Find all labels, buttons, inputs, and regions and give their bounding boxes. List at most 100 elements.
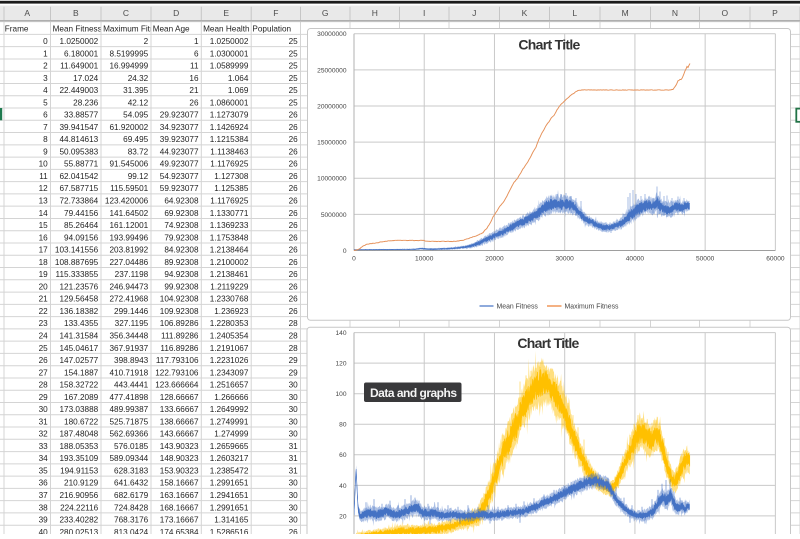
svg-text:15: 15 [39, 221, 49, 230]
svg-text:108.887695: 108.887695 [55, 258, 99, 267]
svg-text:174.65384: 174.65384 [160, 528, 199, 534]
svg-text:72.733864: 72.733864 [59, 197, 98, 206]
svg-text:Mean Age: Mean Age [153, 25, 190, 34]
svg-text:1: 1 [194, 37, 199, 46]
svg-text:54.923077: 54.923077 [160, 172, 199, 181]
svg-text:26: 26 [289, 172, 299, 181]
svg-text:B: B [73, 8, 79, 18]
svg-text:168.16667: 168.16667 [160, 503, 199, 512]
svg-text:23: 23 [39, 319, 49, 328]
svg-text:1.2330768: 1.2330768 [210, 295, 249, 304]
svg-text:64.92308: 64.92308 [164, 197, 199, 206]
svg-text:106.89286: 106.89286 [160, 319, 199, 328]
svg-text:29: 29 [289, 368, 299, 377]
svg-text:116.89286: 116.89286 [160, 344, 199, 353]
svg-text:1.2138461: 1.2138461 [210, 270, 249, 279]
svg-text:19: 19 [39, 270, 49, 279]
svg-text:1.0250002: 1.0250002 [210, 37, 249, 46]
svg-text:26: 26 [289, 270, 299, 279]
svg-text:158.32722: 158.32722 [59, 381, 98, 390]
svg-text:1.314165: 1.314165 [214, 516, 249, 525]
svg-text:Chart Title: Chart Title [517, 335, 579, 351]
svg-text:246.94473: 246.94473 [109, 282, 148, 291]
svg-text:30: 30 [289, 491, 299, 500]
svg-text:26: 26 [39, 356, 49, 365]
svg-text:Mean Fitness: Mean Fitness [53, 25, 102, 34]
svg-text:20000: 20000 [485, 255, 504, 262]
svg-text:26: 26 [189, 98, 199, 107]
svg-text:224.22116: 224.22116 [60, 503, 99, 512]
svg-text:A: A [24, 8, 30, 18]
svg-text:Population: Population [252, 25, 291, 34]
svg-text:682.6179: 682.6179 [114, 491, 149, 500]
svg-text:1.2649992: 1.2649992 [210, 405, 249, 414]
svg-text:25: 25 [289, 62, 299, 71]
svg-text:31: 31 [289, 454, 299, 463]
svg-text:26: 26 [289, 295, 299, 304]
svg-text:768.3176: 768.3176 [114, 516, 149, 525]
svg-text:1.2280353: 1.2280353 [210, 319, 249, 328]
svg-text:356.34448: 356.34448 [109, 332, 148, 341]
svg-text:1.2191067: 1.2191067 [210, 344, 249, 353]
svg-text:C: C [123, 8, 129, 18]
svg-text:1.2385472: 1.2385472 [210, 466, 249, 475]
svg-text:30: 30 [289, 393, 299, 402]
svg-text:39.941547: 39.941547 [59, 123, 98, 132]
svg-text:128.66667: 128.66667 [160, 393, 199, 402]
svg-text:Mean Fitness: Mean Fitness [497, 303, 539, 310]
svg-text:34: 34 [39, 454, 49, 463]
svg-text:60000: 60000 [766, 255, 785, 262]
svg-text:26: 26 [289, 197, 299, 206]
svg-text:16.994999: 16.994999 [109, 62, 148, 71]
svg-text:161.12001: 161.12001 [109, 221, 148, 230]
svg-text:138.66667: 138.66667 [160, 417, 199, 426]
svg-text:30000: 30000 [556, 255, 575, 262]
svg-text:25: 25 [289, 86, 299, 95]
svg-text:173.16667: 173.16667 [160, 516, 199, 525]
svg-text:8: 8 [43, 135, 48, 144]
svg-text:6.180001: 6.180001 [64, 49, 99, 58]
svg-text:136.18382: 136.18382 [59, 307, 98, 316]
svg-text:18: 18 [39, 258, 49, 267]
svg-text:1.2138464: 1.2138464 [210, 246, 249, 255]
svg-text:117.793106: 117.793106 [156, 356, 199, 365]
svg-text:188.05353: 188.05353 [59, 442, 98, 451]
svg-text:11: 11 [39, 172, 48, 181]
svg-text:1.2603217: 1.2603217 [210, 454, 249, 463]
svg-text:28: 28 [289, 319, 299, 328]
svg-text:1.266666: 1.266666 [214, 393, 249, 402]
svg-text:26: 26 [289, 123, 299, 132]
svg-text:16: 16 [39, 233, 49, 242]
svg-text:44.814613: 44.814613 [59, 135, 98, 144]
svg-text:143.90323: 143.90323 [160, 442, 199, 451]
svg-text:26: 26 [289, 221, 299, 230]
svg-text:94.09156: 94.09156 [64, 233, 99, 242]
svg-text:26: 26 [289, 147, 299, 156]
svg-text:193.99496: 193.99496 [109, 233, 148, 242]
svg-text:5000000: 5000000 [321, 212, 347, 219]
svg-text:210.9129: 210.9129 [64, 479, 99, 488]
svg-text:30: 30 [289, 417, 299, 426]
svg-text:299.1446: 299.1446 [114, 307, 149, 316]
svg-text:80: 80 [339, 422, 347, 429]
svg-text:1.2516657: 1.2516657 [210, 381, 249, 390]
svg-text:26: 26 [289, 209, 299, 218]
svg-text:83.72: 83.72 [128, 147, 149, 156]
svg-text:61.920002: 61.920002 [109, 123, 148, 132]
svg-text:233.40282: 233.40282 [59, 516, 98, 525]
svg-text:30: 30 [39, 405, 49, 414]
svg-text:67.587715: 67.587715 [59, 184, 98, 193]
svg-text:33: 33 [39, 442, 49, 451]
svg-text:36: 36 [39, 479, 49, 488]
svg-text:641.6432: 641.6432 [114, 479, 149, 488]
svg-text:0: 0 [352, 255, 356, 262]
svg-text:22: 22 [39, 307, 49, 316]
svg-text:26: 26 [289, 233, 299, 242]
svg-text:280.02513: 280.02513 [59, 528, 98, 534]
svg-text:2: 2 [144, 37, 149, 46]
svg-text:11.649001: 11.649001 [60, 62, 99, 71]
svg-text:173.03888: 173.03888 [59, 405, 98, 414]
svg-text:103.141556: 103.141556 [55, 246, 99, 255]
svg-text:F: F [273, 8, 278, 18]
svg-text:7: 7 [43, 123, 48, 132]
